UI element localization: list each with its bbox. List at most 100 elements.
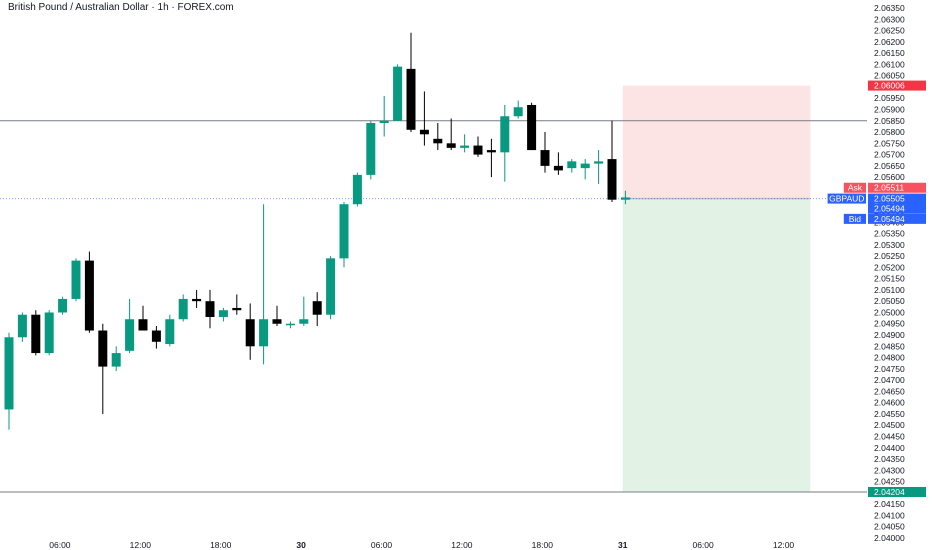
- candle-38: [513, 100, 523, 119]
- candle-42: [567, 159, 577, 173]
- price-tick-label: 2.04550: [874, 409, 905, 419]
- time-tick-label: 12:00: [451, 540, 473, 550]
- candle-27: [366, 120, 376, 180]
- price-tick-label: 2.06250: [874, 26, 905, 36]
- candle-21: [285, 321, 295, 329]
- candle-8: [111, 346, 121, 372]
- candle-body: [460, 145, 470, 148]
- candle-body: [299, 319, 309, 324]
- candle-body: [326, 258, 336, 315]
- candle-body: [165, 319, 175, 345]
- candle-body: [245, 319, 255, 347]
- candle-44: [594, 150, 604, 184]
- candle-body: [232, 307, 242, 311]
- candle-body: [594, 161, 604, 164]
- candle-45: [607, 120, 617, 202]
- price-tag-box: [868, 486, 926, 497]
- price-tag-label: GBPAUD: [829, 194, 864, 204]
- price-tick-label: 2.04100: [874, 510, 905, 520]
- candle-39: [527, 102, 537, 151]
- price-tag-label: Ask: [848, 183, 863, 193]
- candle-body: [580, 163, 590, 169]
- price-tick-label: 2.04750: [874, 364, 905, 374]
- time-tick-label: 12:00: [130, 540, 152, 550]
- candle-body: [620, 197, 630, 200]
- price-tick-label: 2.04700: [874, 375, 905, 385]
- candle-body: [406, 68, 416, 130]
- price-tick-label: 2.05050: [874, 296, 905, 306]
- candle-37: [500, 104, 510, 182]
- candle-33: [446, 118, 456, 151]
- price-tick-label: 2.04150: [874, 499, 905, 509]
- candle-body: [433, 138, 443, 144]
- candle-22: [299, 296, 309, 326]
- price-tag-label-box: [843, 213, 866, 224]
- price-tick-label: 2.06300: [874, 14, 905, 24]
- price-tick-label: 2.05300: [874, 240, 905, 250]
- candle-body: [178, 298, 188, 320]
- candle-body: [4, 337, 14, 410]
- price-tick-label: 2.04500: [874, 420, 905, 430]
- price-tick-label: 2.04600: [874, 398, 905, 408]
- candle-6: [84, 251, 94, 333]
- price-tick-label: 2.04050: [874, 522, 905, 532]
- price-tag-value: 2.05511: [874, 183, 904, 193]
- candle-body: [513, 107, 523, 117]
- candle-36: [486, 138, 496, 178]
- candle-11: [151, 326, 161, 349]
- candle-body: [500, 116, 510, 153]
- candle-body: [393, 66, 403, 121]
- time-axis[interactable]: 06:00 12:00 18:00 30 06:00 12:00 18:00 31 06:00 1…: [49, 540, 794, 550]
- price-tag-box: [868, 193, 926, 204]
- price-tag: 2.05494: [868, 203, 926, 214]
- price-tag: 2.05494 Bid: [843, 213, 926, 224]
- candle-32: [433, 123, 443, 151]
- time-tick-label: 31: [618, 540, 628, 550]
- price-tick-label: 2.04000: [874, 533, 905, 543]
- candle-body: [339, 204, 349, 259]
- candle-16: [218, 307, 228, 322]
- candle-body: [58, 298, 68, 313]
- price-tick-label: 2.05250: [874, 251, 905, 261]
- candle-body: [379, 120, 389, 124]
- candle-25: [339, 201, 349, 268]
- price-tick-label: 2.05800: [874, 127, 905, 137]
- candle-10: [138, 305, 148, 331]
- price-tag: 2.05505 GBPAUD: [827, 193, 926, 204]
- candle-23: [312, 292, 322, 326]
- price-tag: 2.06006: [868, 80, 926, 91]
- price-tag-value: 2.04204: [874, 487, 905, 497]
- candle-19: [259, 204, 269, 365]
- price-tick-label: 2.05000: [874, 307, 905, 317]
- candle-body: [84, 260, 94, 331]
- candle-body: [486, 150, 496, 153]
- candle-12: [165, 314, 175, 347]
- candle-7: [98, 323, 108, 414]
- candle-18: [245, 303, 255, 360]
- price-tag-box: [868, 203, 926, 214]
- price-tick-label: 2.06200: [874, 37, 905, 47]
- price-tag-box: [868, 182, 926, 193]
- candle-43: [580, 159, 590, 180]
- price-tick-label: 2.04800: [874, 353, 905, 363]
- price-tick-label: 2.05350: [874, 229, 905, 239]
- price-tag-label: Bid: [849, 214, 862, 224]
- price-tick-label: 2.05900: [874, 104, 905, 114]
- price-tick-label: 2.04950: [874, 319, 905, 329]
- price-tick-label: 2.04900: [874, 330, 905, 340]
- candle-34: [460, 134, 470, 153]
- time-tick-label: 30: [296, 540, 306, 550]
- candle-26: [352, 172, 362, 207]
- candle-0: [4, 332, 14, 430]
- price-tick-label: 2.05100: [874, 285, 905, 295]
- time-tick-label: 06:00: [692, 540, 714, 550]
- price-tick-label: 2.04350: [874, 454, 905, 464]
- price-tag-value: 2.05505: [874, 194, 905, 204]
- time-tick-label: 12:00: [773, 540, 795, 550]
- candle-body: [446, 143, 456, 148]
- time-tick-label: 18:00: [210, 540, 232, 550]
- candle-body: [151, 330, 161, 342]
- candle-body: [138, 319, 148, 331]
- price-tick-label: 2.04250: [874, 477, 905, 487]
- candle-29: [393, 64, 403, 121]
